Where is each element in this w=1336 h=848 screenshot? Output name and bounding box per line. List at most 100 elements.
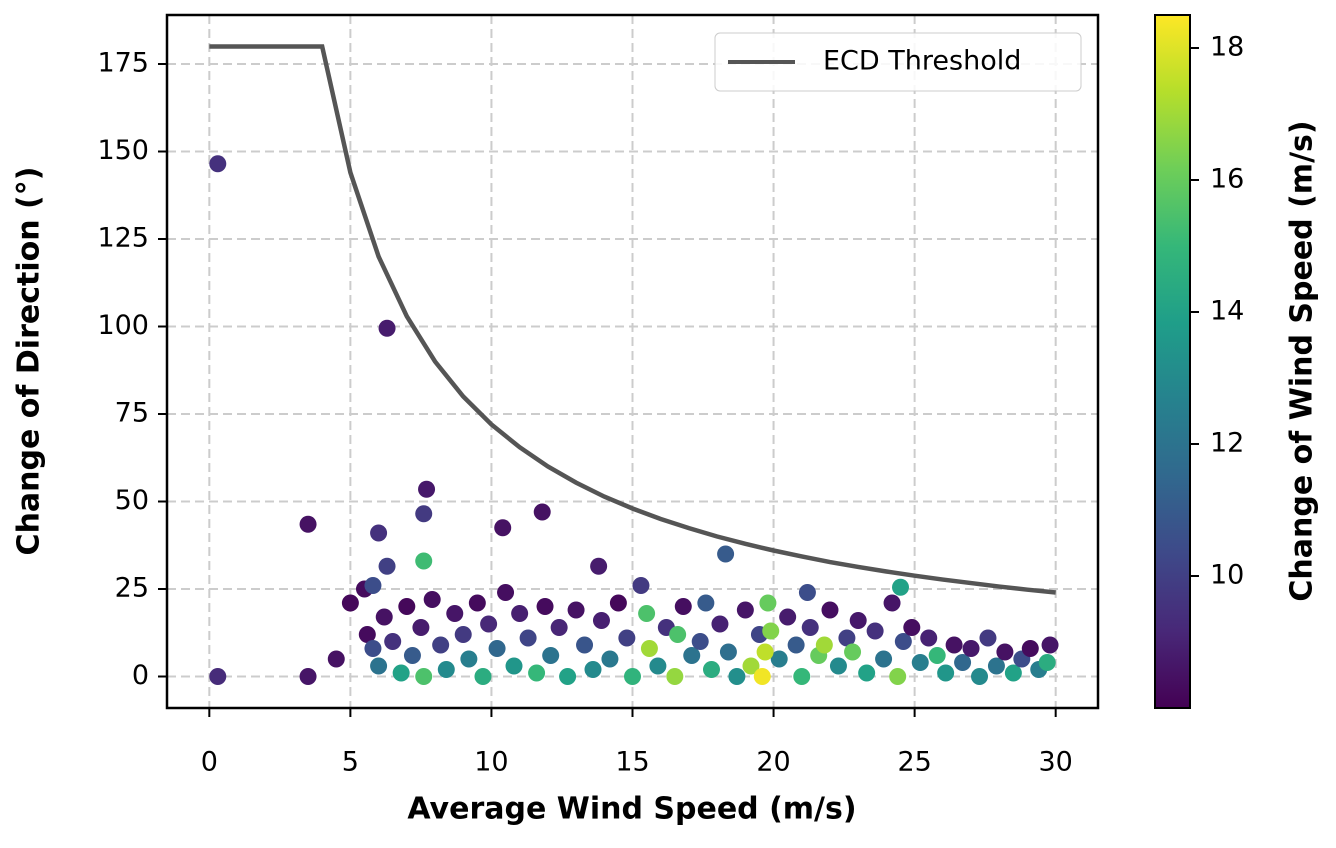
point (728, 668, 746, 685)
point (542, 647, 560, 664)
point (892, 578, 910, 596)
colorbar-tick-label: 12 (1210, 428, 1244, 459)
point (928, 647, 946, 664)
point (341, 594, 359, 612)
point (759, 594, 777, 612)
point (954, 654, 972, 671)
point (418, 480, 436, 498)
point (533, 503, 551, 521)
point (528, 664, 546, 682)
colorbar-label: Change of Wind Speed (m/s) (1285, 120, 1320, 601)
point (702, 661, 720, 678)
point (209, 155, 227, 173)
point (638, 605, 656, 622)
point (858, 664, 876, 682)
point (779, 608, 797, 626)
point (697, 594, 715, 612)
colorbar-tick-label: 14 (1210, 296, 1244, 327)
grid (167, 15, 1098, 708)
point (920, 629, 938, 647)
colorbar-tick-label: 18 (1210, 32, 1244, 63)
point (1038, 654, 1056, 671)
point (798, 584, 816, 601)
point (209, 668, 227, 685)
point (370, 657, 388, 675)
point (384, 633, 402, 650)
point (415, 552, 433, 570)
y-tick-label: 125 (97, 223, 149, 254)
point (392, 664, 410, 682)
x-tick-label: 5 (342, 747, 359, 778)
point (962, 640, 980, 657)
point (432, 636, 450, 654)
point (883, 594, 901, 612)
point (649, 657, 667, 675)
point (519, 629, 537, 647)
point (446, 605, 464, 622)
point (801, 619, 819, 636)
point (624, 668, 641, 685)
point (590, 557, 608, 575)
point (494, 519, 512, 537)
point (866, 622, 884, 640)
point (674, 598, 692, 615)
point (987, 657, 1005, 675)
point (971, 668, 989, 685)
y-tick-label: 100 (97, 310, 149, 341)
point (327, 650, 345, 668)
point (640, 640, 658, 657)
point (717, 545, 735, 563)
point (488, 640, 506, 657)
point (480, 615, 498, 633)
y-tick-label: 0 (132, 660, 149, 691)
point (719, 643, 737, 661)
point (415, 505, 433, 523)
point (415, 668, 433, 685)
point (358, 626, 376, 643)
point (378, 319, 396, 337)
point (821, 601, 839, 619)
point (474, 668, 492, 685)
threshold-line (209, 44, 1056, 595)
point (403, 647, 421, 664)
colorbar-tick-label: 16 (1210, 164, 1244, 195)
point (299, 668, 317, 685)
y-axis-label: Change of Direction (°) (12, 167, 47, 556)
point (364, 577, 382, 594)
point (829, 657, 847, 675)
point (736, 601, 754, 619)
y-tick-label: 75 (115, 398, 149, 429)
point (370, 524, 388, 542)
point (903, 619, 921, 636)
point (497, 584, 515, 601)
point (815, 636, 833, 654)
point (666, 668, 684, 685)
x-tick-label: 25 (897, 747, 931, 778)
y-tick-label: 175 (97, 48, 149, 79)
point (894, 633, 912, 650)
x-tick-label: 30 (1039, 747, 1073, 778)
point (460, 650, 478, 668)
point (945, 636, 963, 654)
x-tick-label: 10 (474, 747, 508, 778)
point (576, 636, 594, 654)
point (762, 622, 780, 640)
point (592, 612, 610, 629)
point (838, 629, 856, 647)
point (412, 619, 430, 636)
y-tick-label: 25 (115, 573, 149, 604)
point (911, 654, 929, 671)
point (787, 636, 805, 654)
point (770, 650, 788, 668)
point (996, 643, 1014, 661)
point (1041, 636, 1059, 654)
point (742, 657, 760, 675)
point (849, 612, 867, 629)
point (1021, 640, 1039, 657)
x-tick-label: 15 (615, 747, 649, 778)
point (618, 629, 636, 647)
point (559, 668, 577, 685)
point (683, 647, 701, 664)
point (398, 598, 416, 615)
